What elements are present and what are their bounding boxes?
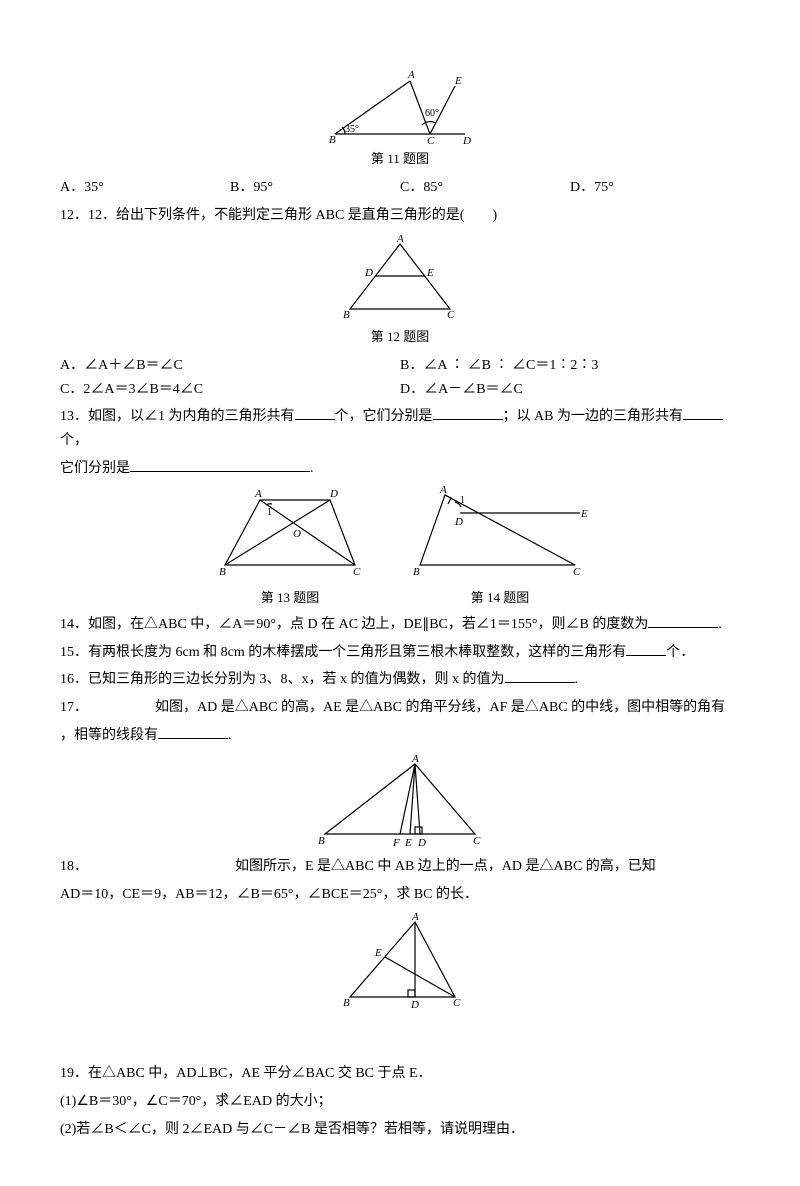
- q17-d: .: [228, 728, 232, 743]
- lbl-D: D: [364, 267, 373, 279]
- blank: [158, 724, 228, 739]
- q17-stem: 17． 如图，AD 是△ABC 的高，AE 是△ABC 的角平分线，AF 是△A…: [60, 696, 740, 720]
- q13-e: 它们分别是: [60, 461, 130, 476]
- q17-c: ，相等的线段有: [60, 728, 158, 743]
- q12-opt-a: A．∠A＋∠B＝∠C: [60, 354, 400, 378]
- q11-caption: 第 11 题图: [60, 148, 740, 170]
- lbl: 1: [267, 507, 272, 518]
- lbl-E: E: [426, 267, 434, 279]
- q11-figure: A B C D E 35° 60° 第 11 题图: [60, 66, 740, 170]
- q18-stem: 18． 如图所示，E 是△ABC 中 AB 边上的一点，AD 是△ABC 的高，…: [60, 855, 740, 879]
- q18-stem2: AD＝10，CE＝9，AB＝12，∠B＝65°，∠BCE＝25°，求 BC 的长…: [60, 883, 740, 907]
- q19-part2: (2)若∠B＜∠C，则 2∠EAD 与∠C－∠B 是否相等？若相等，请说明理由．: [60, 1118, 740, 1142]
- q19-part1: (1)∠B＝30°，∠C＝70°，求∠EAD 的大小；: [60, 1090, 740, 1114]
- q17-a: 17．: [60, 700, 88, 715]
- q13-b: 个，它们分别是: [335, 409, 433, 424]
- q12-opt-b: B．∠A ∶ ∠B ∶ ∠C＝1∶2∶3: [400, 354, 740, 378]
- q12-stem: 12．12．给出下列条件，不能判定三角形 ABC 是直角三角形的是( ): [60, 204, 740, 228]
- q13-caption: 第 13 题图: [205, 587, 375, 609]
- lbl: E: [580, 508, 588, 520]
- q15-a: 15．有两根长度为 6cm 和 8cm 的木棒摆成一个三角形且第三根木棒取整数，…: [60, 645, 626, 660]
- lbl: E: [404, 837, 412, 849]
- q14-a: 14．如图，在△ABC 中，∠A＝90°，点 D 在 AC 边上，DE∥BC，若…: [60, 617, 648, 632]
- q13-f: .: [310, 461, 314, 476]
- q13-stem2: 它们分别是.: [60, 457, 740, 481]
- q17-figure: A B C F E D: [60, 754, 740, 849]
- lbl: F: [392, 837, 400, 849]
- q15-stem: 15．有两根长度为 6cm 和 8cm 的木棒摆成一个三角形且第三根木棒取整数，…: [60, 641, 740, 665]
- lbl: B: [318, 835, 325, 847]
- lbl: D: [417, 837, 426, 849]
- q14-caption: 第 14 题图: [405, 587, 595, 609]
- lbl-D: D: [462, 135, 471, 146]
- q11-opt-c: C．85°: [400, 176, 570, 200]
- lbl: C: [473, 835, 481, 847]
- lbl: A: [439, 485, 447, 496]
- lbl: B: [219, 566, 226, 578]
- q18-b: 如图所示，E 是△ABC 中 AB 边上的一点，AD 是△ABC 的高，已知: [235, 859, 656, 874]
- q18-figure: A B C D E: [60, 912, 740, 1012]
- q17-b: 如图，AD 是△ABC 的高，AE 是△ABC 的角平分线，AF 是△ABC 的…: [155, 700, 725, 715]
- lbl: B: [343, 997, 350, 1009]
- q16-stem: 16．已知三角形的三边长分别为 3、8、x，若 x 的值为偶数，则 x 的值为.: [60, 668, 740, 692]
- q11-options: A．35° B．95° C．85° D．75°: [60, 176, 740, 200]
- lbl: C: [353, 566, 361, 578]
- q13-d: 个，: [60, 433, 88, 448]
- q14-stem: 14．如图，在△ABC 中，∠A＝90°，点 D 在 AC 边上，DE∥BC，若…: [60, 613, 740, 637]
- q12-opt-c: C．2∠A＝3∠B＝4∠C: [60, 378, 400, 402]
- lbl: D: [454, 516, 463, 528]
- blank: [295, 405, 335, 420]
- lbl: C: [573, 566, 581, 578]
- q12-opt-d: D．∠A－∠B＝∠C: [400, 378, 740, 402]
- blank: [130, 457, 310, 472]
- q16-a: 16．已知三角形的三边长分别为 3、8、x，若 x 的值为偶数，则 x 的值为: [60, 672, 505, 687]
- q15-b: 个．: [666, 645, 694, 660]
- lbl-A: A: [407, 69, 415, 81]
- q12-svg: A B C D E: [325, 234, 475, 324]
- lbl-B: B: [343, 309, 350, 321]
- q12-options-row2: C．2∠A＝3∠B＝4∠C D．∠A－∠B＝∠C: [60, 378, 740, 402]
- lbl: A: [411, 754, 419, 765]
- blank: [683, 405, 723, 420]
- blank: [505, 668, 575, 683]
- q12-caption: 第 12 题图: [60, 326, 740, 348]
- lbl: B: [413, 566, 420, 578]
- q11-svg: A B C D E 35° 60°: [315, 66, 485, 146]
- q13-figure: A D B C O 1 第 13 题图: [205, 485, 375, 609]
- q12-figure: A B C D E 第 12 题图: [60, 234, 740, 348]
- lbl: A: [411, 912, 419, 923]
- q17-stem2: ，相等的线段有.: [60, 724, 740, 748]
- q13-c: ；以 AB 为一边的三角形共有: [503, 409, 683, 424]
- q14-figure: A B C D E 1 第 14 题图: [405, 485, 595, 609]
- lbl: A: [254, 488, 262, 500]
- lbl: 1: [460, 495, 465, 506]
- lbl: E: [374, 947, 382, 959]
- lbl: D: [410, 999, 419, 1011]
- q11-opt-b: B．95°: [230, 176, 400, 200]
- q13-14-figures: A D B C O 1 第 13 题图 A B C D E: [60, 485, 740, 609]
- q13-stem: 13．如图，以∠1 为内角的三角形共有 个，它们分别是 ；以 AB 为一边的三角形共…: [60, 405, 740, 453]
- lbl-C: C: [427, 135, 435, 146]
- blank: [433, 405, 503, 420]
- q19-stem: 19．在△ABC 中，AD⊥BC，AE 平分∠BAC 交 BC 于点 E．: [60, 1062, 740, 1086]
- q11-opt-d: D．75°: [570, 176, 740, 200]
- lbl: D: [329, 488, 338, 500]
- q18-a: 18．: [60, 859, 88, 874]
- q16-b: .: [575, 672, 579, 687]
- q12-options-row1: A．∠A＋∠B＝∠C B．∠A ∶ ∠B ∶ ∠C＝1∶2∶3: [60, 354, 740, 378]
- lbl: C: [453, 997, 461, 1009]
- lbl: O: [293, 528, 301, 540]
- blank: [648, 613, 718, 628]
- lbl-35: 35°: [345, 124, 359, 135]
- lbl-60: 60°: [425, 108, 439, 119]
- lbl-B: B: [329, 134, 336, 146]
- lbl-A: A: [396, 234, 404, 245]
- q11-opt-a: A．35°: [60, 176, 230, 200]
- blank: [626, 641, 666, 656]
- lbl-E: E: [454, 75, 462, 87]
- lbl-C: C: [447, 309, 455, 321]
- q14-b: .: [718, 617, 722, 632]
- q13-a: 13．如图，以∠1 为内角的三角形共有: [60, 409, 295, 424]
